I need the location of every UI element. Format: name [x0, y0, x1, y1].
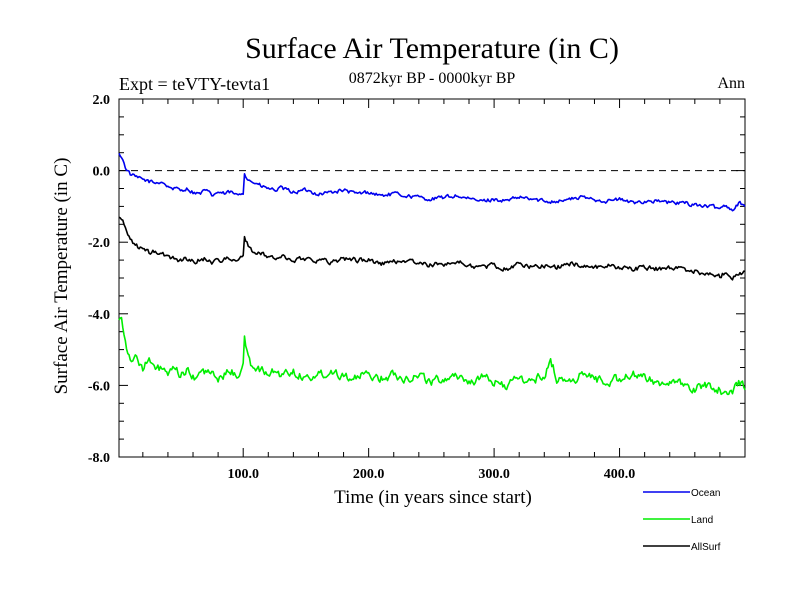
legend-label-land: Land	[691, 515, 713, 526]
x-tick-label: 400.0	[604, 467, 636, 482]
y-tick-label: 0.0	[93, 165, 111, 180]
legend-label-allsurf: AllSurf	[691, 542, 721, 553]
series-line-allsurf	[118, 216, 746, 281]
chart-subtitle: 0872kyr BP - 0000kyr BP	[349, 70, 516, 87]
x-tick-label: 300.0	[478, 467, 510, 482]
y-tick-label: -2.0	[88, 236, 110, 251]
y-tick-label: -8.0	[88, 451, 110, 466]
y-tick-label: 2.0	[93, 93, 111, 108]
x-tick-label: 200.0	[353, 467, 385, 482]
legend: Ocean Land AllSurf	[643, 488, 721, 553]
x-axis-label: Time (in years since start)	[334, 487, 532, 508]
chart-title: Surface Air Temperature (in C)	[245, 32, 619, 65]
series-line-land	[118, 316, 746, 396]
y-axis-label: Surface Air Temperature (in C)	[51, 158, 72, 395]
series-lines	[118, 152, 746, 396]
legend-label-ocean: Ocean	[691, 488, 720, 499]
season-label: Ann	[717, 75, 745, 92]
x-tick-label: 100.0	[227, 467, 259, 482]
experiment-label: Expt = teVTY-tevta1	[119, 74, 270, 94]
y-tick-label: -4.0	[88, 308, 110, 323]
axis-tick-labels: 2.0 0.0 -2.0 -4.0 -6.0 -8.0 100.0 200.0 300.0 400…	[88, 93, 635, 482]
series-line-ocean	[118, 152, 746, 212]
y-tick-label: -6.0	[88, 379, 110, 394]
